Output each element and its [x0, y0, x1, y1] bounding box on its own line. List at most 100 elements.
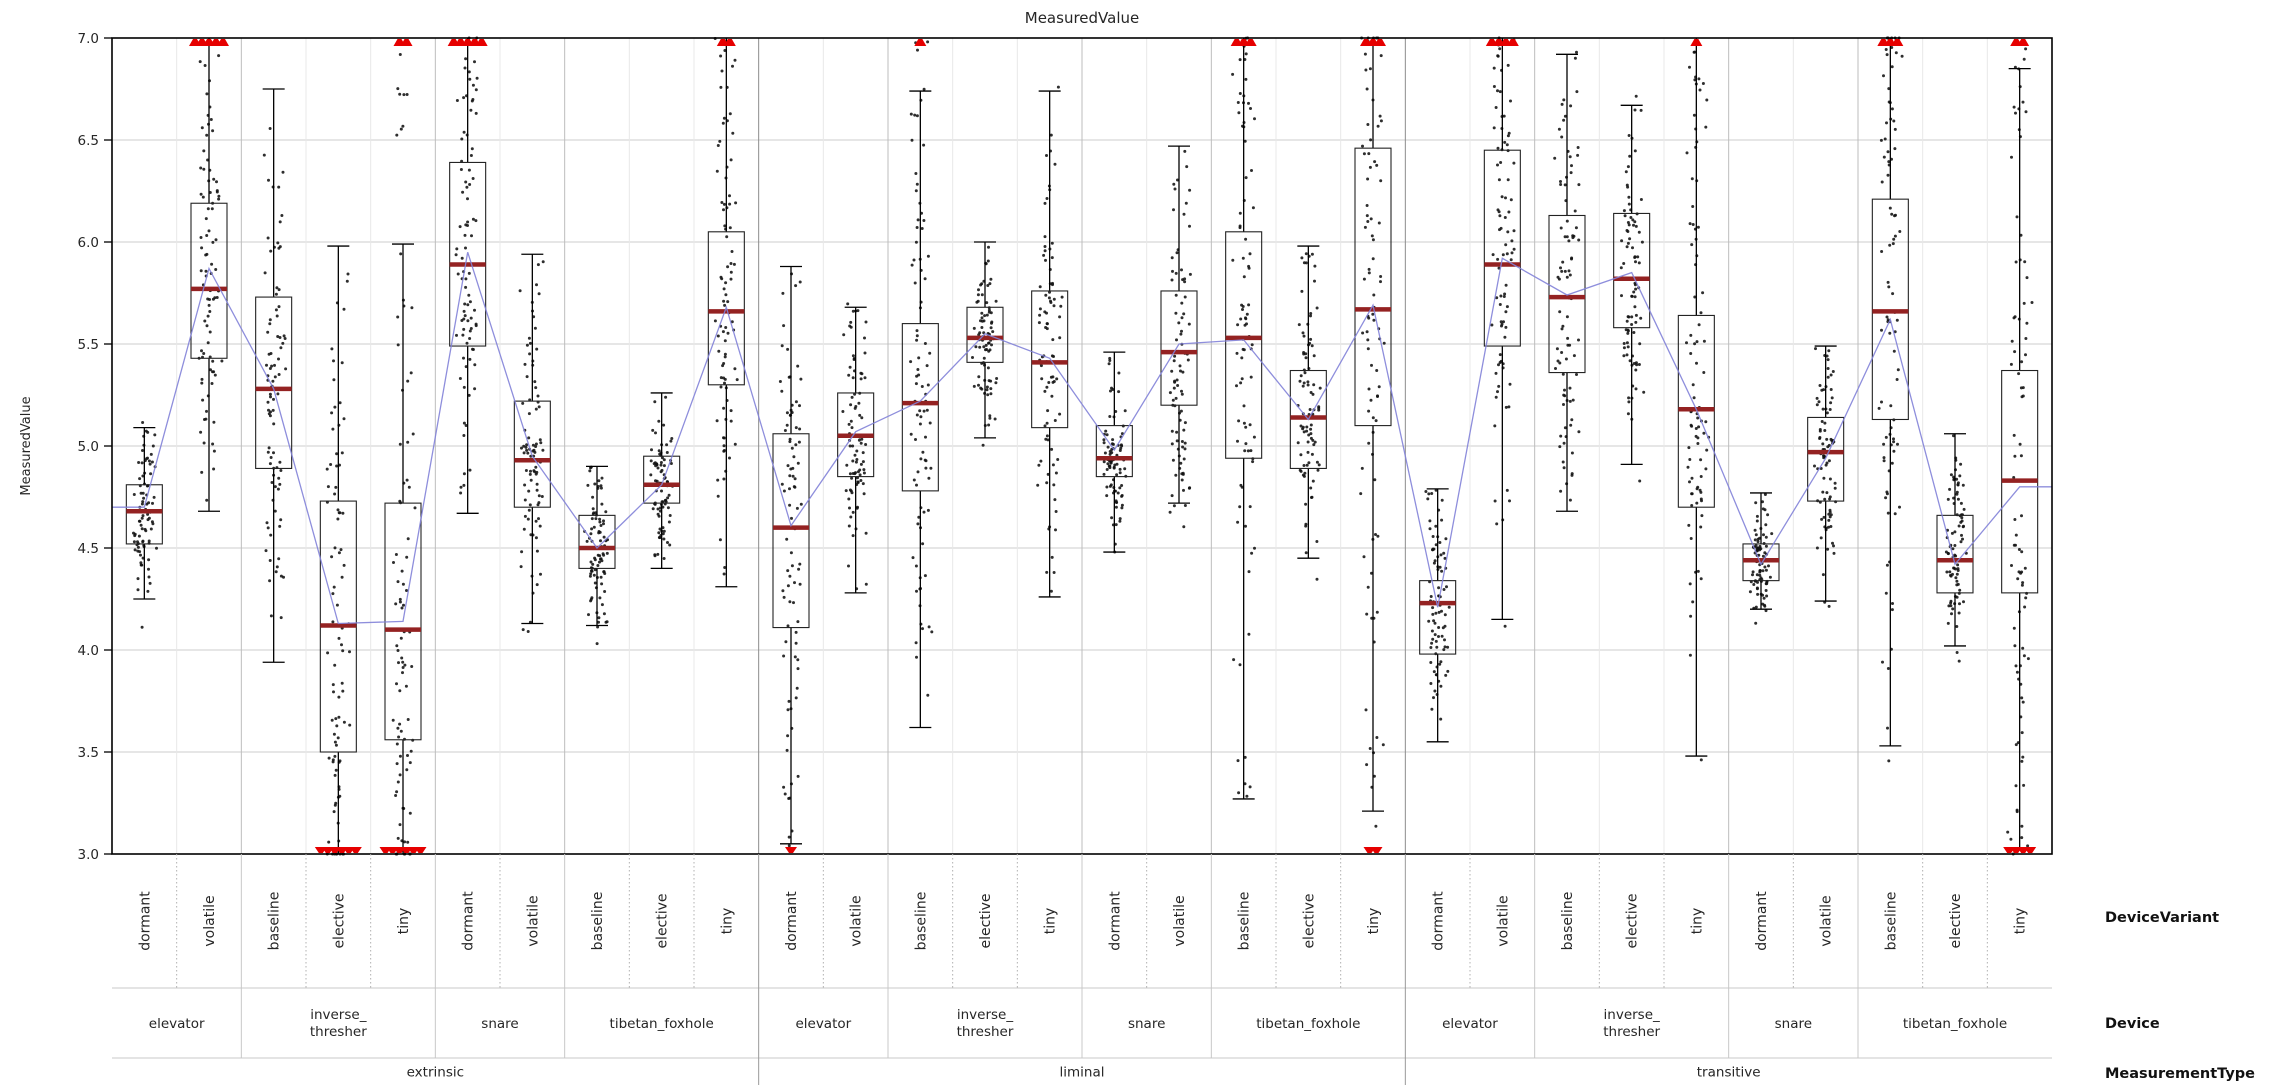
data-point — [1036, 483, 1040, 487]
data-point — [851, 309, 855, 313]
data-point — [989, 311, 993, 315]
data-point — [1699, 497, 1703, 501]
data-point — [1508, 499, 1511, 503]
data-point — [666, 496, 670, 500]
data-point — [922, 219, 926, 222]
data-point — [857, 401, 861, 405]
boxplot-extrinsic-snare-dormant — [447, 38, 488, 514]
data-point — [982, 345, 986, 349]
data-point — [851, 534, 855, 538]
data-point — [1891, 242, 1895, 246]
data-point — [1704, 420, 1708, 424]
data-point — [397, 661, 400, 665]
data-point — [462, 130, 466, 134]
data-point — [1633, 283, 1637, 287]
data-point — [471, 98, 475, 101]
data-point — [1691, 205, 1695, 208]
data-point — [1689, 537, 1693, 540]
data-point — [1306, 383, 1310, 387]
data-point — [1118, 519, 1122, 523]
data-point — [396, 649, 400, 652]
data-point — [1568, 386, 1572, 390]
data-point — [1440, 569, 1444, 573]
data-point — [1050, 394, 1054, 398]
data-point — [405, 768, 409, 772]
data-point — [1245, 312, 1249, 316]
data-point — [785, 748, 789, 752]
data-point — [1317, 408, 1321, 412]
data-point — [205, 92, 209, 96]
data-point — [1105, 433, 1109, 437]
data-point — [1882, 155, 1886, 159]
data-point — [2020, 836, 2024, 840]
data-point — [1309, 312, 1313, 315]
data-point — [1952, 566, 1956, 570]
data-point — [1315, 577, 1319, 581]
variant-tick-label: dormant — [784, 891, 800, 951]
data-point — [468, 357, 472, 361]
data-point — [1888, 331, 1892, 335]
data-point — [1058, 336, 1062, 340]
data-point — [720, 277, 724, 281]
device-group-label: inverse_ — [957, 1007, 1013, 1023]
data-point — [1949, 573, 1952, 577]
data-point — [1821, 442, 1825, 446]
data-point — [927, 625, 931, 629]
data-point — [1639, 316, 1643, 320]
data-point — [1506, 178, 1510, 182]
data-point — [1560, 327, 1564, 331]
data-point — [664, 498, 668, 502]
data-point — [1111, 438, 1115, 442]
data-point — [1503, 140, 1507, 144]
data-point — [1172, 504, 1176, 508]
y-tick-label: 7.0 — [78, 31, 99, 47]
data-point — [920, 385, 924, 388]
data-point — [1696, 436, 1700, 440]
data-point — [1440, 634, 1444, 638]
data-point — [1170, 494, 1174, 498]
data-point — [1499, 226, 1503, 230]
data-point — [1638, 342, 1642, 346]
data-point — [670, 437, 674, 440]
data-point — [1558, 310, 1562, 314]
data-point — [1305, 429, 1309, 433]
data-point — [1821, 490, 1825, 494]
outlier-marker-top — [723, 39, 736, 46]
data-point — [1368, 747, 1372, 750]
data-point — [1180, 389, 1183, 393]
boxplot-extrinsic-inverse_thresher-tiny — [379, 39, 427, 854]
data-point — [470, 234, 473, 238]
data-point — [1374, 419, 1378, 423]
data-point — [1429, 595, 1433, 598]
data-point — [594, 517, 598, 521]
data-point — [463, 233, 467, 237]
data-point — [146, 589, 150, 593]
data-point — [206, 297, 210, 301]
data-point — [1626, 185, 1630, 189]
data-point — [657, 419, 661, 423]
data-point — [1503, 216, 1507, 219]
data-point — [1312, 354, 1316, 358]
data-point — [662, 537, 666, 541]
data-point — [464, 180, 468, 184]
data-point — [1310, 452, 1314, 456]
data-point — [1755, 519, 1759, 523]
data-point — [535, 583, 539, 587]
data-point — [407, 485, 411, 489]
data-point — [398, 773, 402, 777]
data-point — [1188, 486, 1192, 490]
data-point — [528, 352, 532, 356]
data-point — [269, 410, 272, 414]
data-point — [916, 522, 920, 526]
data-point — [1438, 662, 1442, 666]
data-point — [1619, 266, 1623, 270]
data-point — [527, 336, 531, 340]
data-point — [863, 336, 866, 340]
data-point — [1957, 659, 1961, 663]
data-point — [658, 452, 662, 456]
data-point — [927, 476, 931, 480]
device-group-label: elevator — [149, 1016, 205, 1032]
data-point — [794, 284, 798, 288]
data-point — [405, 555, 409, 559]
data-point — [1110, 516, 1114, 520]
